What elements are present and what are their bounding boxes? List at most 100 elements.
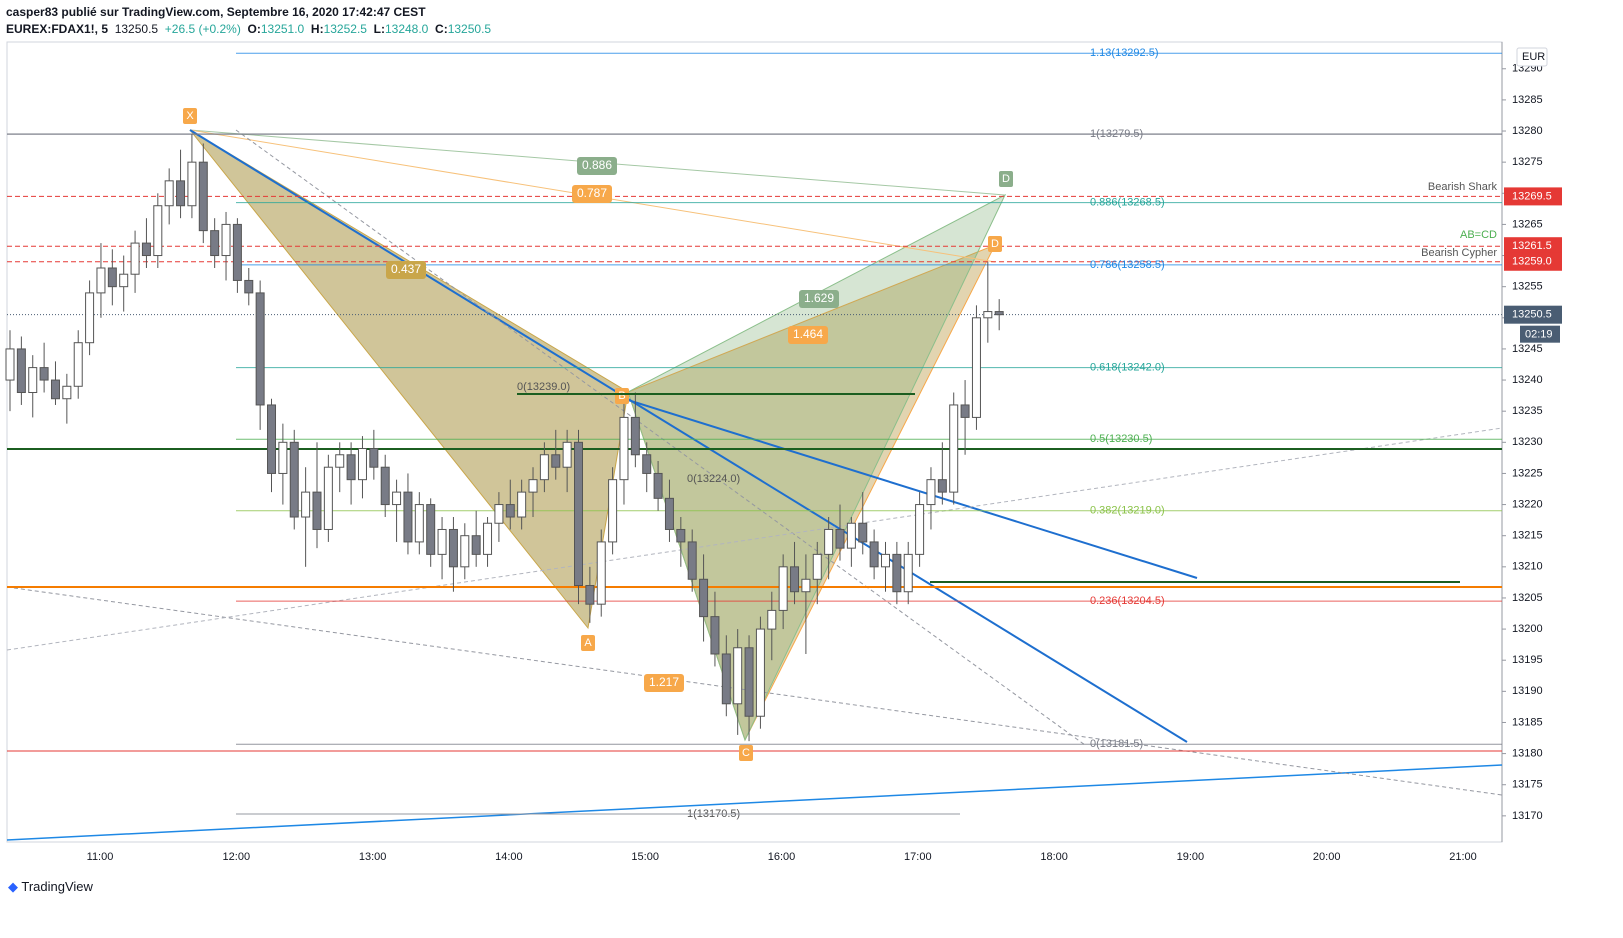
- candle-body: [608, 479, 618, 543]
- y-tick-label: 13180: [1512, 748, 1543, 760]
- candle-body: [721, 653, 731, 705]
- candle-body: [994, 311, 1004, 316]
- candle-body: [164, 180, 174, 207]
- ratio: 0.787: [577, 186, 607, 200]
- candle-body: [380, 466, 390, 506]
- candle-body: [869, 541, 879, 568]
- price-tag-label: 13261.5: [1512, 240, 1552, 252]
- y-tick-label: 13275: [1512, 156, 1543, 168]
- o: 13251.0: [260, 22, 305, 36]
- x-tick-label: 19:00: [1177, 851, 1205, 863]
- candle-body: [221, 223, 231, 257]
- candle-body: [130, 242, 140, 275]
- brand: TradingView: [21, 879, 93, 894]
- pattern-point: X: [186, 110, 194, 122]
- pattern-point-box: [183, 108, 197, 124]
- ratio: 1.217: [649, 675, 679, 689]
- ratio: 1.464: [793, 327, 823, 341]
- trendline: [627, 399, 1198, 579]
- x-tick-label: 13:00: [359, 851, 387, 863]
- x-tick-label: 18:00: [1040, 851, 1068, 863]
- ratio: 0.886: [582, 158, 612, 172]
- ratio: 1.629: [804, 291, 834, 305]
- annotation: 0(13239.0): [517, 381, 570, 393]
- candle-body: [880, 553, 890, 568]
- fib-label: 0.382(13219.0): [1090, 505, 1165, 517]
- candle-body: [414, 504, 424, 543]
- pattern-point-box: [581, 635, 595, 651]
- candle-body: [642, 454, 652, 474]
- o-label: O:: [247, 22, 261, 36]
- candle-body: [16, 348, 26, 394]
- candle-body: [551, 454, 561, 468]
- candle-body: [232, 223, 242, 281]
- fib-label: 0.786(13258.5): [1090, 259, 1165, 271]
- ratio-box: [644, 674, 684, 692]
- candle-body: [971, 317, 981, 418]
- price-tag: [1504, 187, 1562, 206]
- candle-body: [653, 472, 663, 499]
- candle-body: [153, 205, 163, 257]
- candle-body: [778, 566, 788, 611]
- price-tag: [1504, 305, 1562, 324]
- candle-body: [278, 441, 288, 474]
- candle-body: [801, 578, 811, 593]
- candle-body: [539, 454, 549, 481]
- candle-body: [50, 379, 60, 400]
- y-tick-label: 13195: [1512, 654, 1543, 666]
- x-tick-label: 11:00: [87, 851, 114, 863]
- candle-body: [630, 416, 640, 456]
- candle-body: [528, 479, 538, 493]
- candle-body: [790, 566, 800, 593]
- candle-body: [585, 585, 595, 605]
- fib-label: 0.886(13268.5): [1090, 197, 1165, 209]
- candle-body: [335, 454, 345, 468]
- y-tick-label: 13245: [1512, 343, 1543, 355]
- footer: ◆ TradingView: [8, 879, 93, 894]
- candle-body: [244, 279, 254, 294]
- candle-body: [460, 535, 470, 568]
- countdown-box: [1520, 325, 1560, 343]
- candle-body: [403, 491, 413, 543]
- candle-body: [346, 454, 356, 481]
- annotation: AB=CD: [1460, 229, 1497, 241]
- pattern-point: B: [618, 390, 625, 402]
- y-tick-label: 13285: [1512, 94, 1543, 106]
- x-tick-label: 15:00: [631, 851, 659, 863]
- x-tick-label: 20:00: [1313, 851, 1341, 863]
- countdown: 02:19: [1525, 329, 1553, 341]
- candle-body: [903, 553, 913, 593]
- candle-body: [289, 441, 299, 518]
- candle-body: [369, 448, 379, 468]
- pattern-point: D: [1002, 173, 1010, 185]
- y-tick-label: 13185: [1512, 716, 1543, 728]
- ratio-box: [577, 157, 617, 175]
- candle-body: [39, 367, 49, 381]
- x-tick-label: 12:00: [223, 851, 251, 863]
- c: 13250.5: [447, 22, 492, 36]
- publisher: casper83 publié sur TradingView.com, Sep…: [6, 5, 426, 19]
- fib-label: 1.13(13292.5): [1090, 47, 1159, 59]
- change: +26.5 (+0.2%): [164, 22, 241, 36]
- candle-body: [187, 161, 197, 207]
- trendline: [189, 129, 1188, 743]
- ratio-box: [572, 185, 612, 203]
- candle-body: [176, 180, 186, 207]
- candle-body: [926, 479, 936, 506]
- y-tick-label: 13170: [1512, 810, 1543, 822]
- candle-body: [141, 242, 151, 257]
- candle-body: [812, 553, 822, 580]
- y-tick-label: 13225: [1512, 467, 1543, 479]
- candle-body: [437, 528, 447, 555]
- candle-body: [267, 404, 277, 474]
- l: 13248.0: [384, 22, 429, 36]
- candle-body: [73, 342, 83, 387]
- candle-body: [5, 348, 15, 381]
- pattern-point: C: [742, 747, 750, 759]
- l-label: L:: [373, 22, 385, 36]
- x-tick-label: 14:00: [495, 851, 523, 863]
- y-tick-label: 13255: [1512, 281, 1543, 293]
- ratio: 0.437: [391, 262, 421, 276]
- price-tag: [1504, 252, 1562, 271]
- candle-body: [505, 504, 515, 518]
